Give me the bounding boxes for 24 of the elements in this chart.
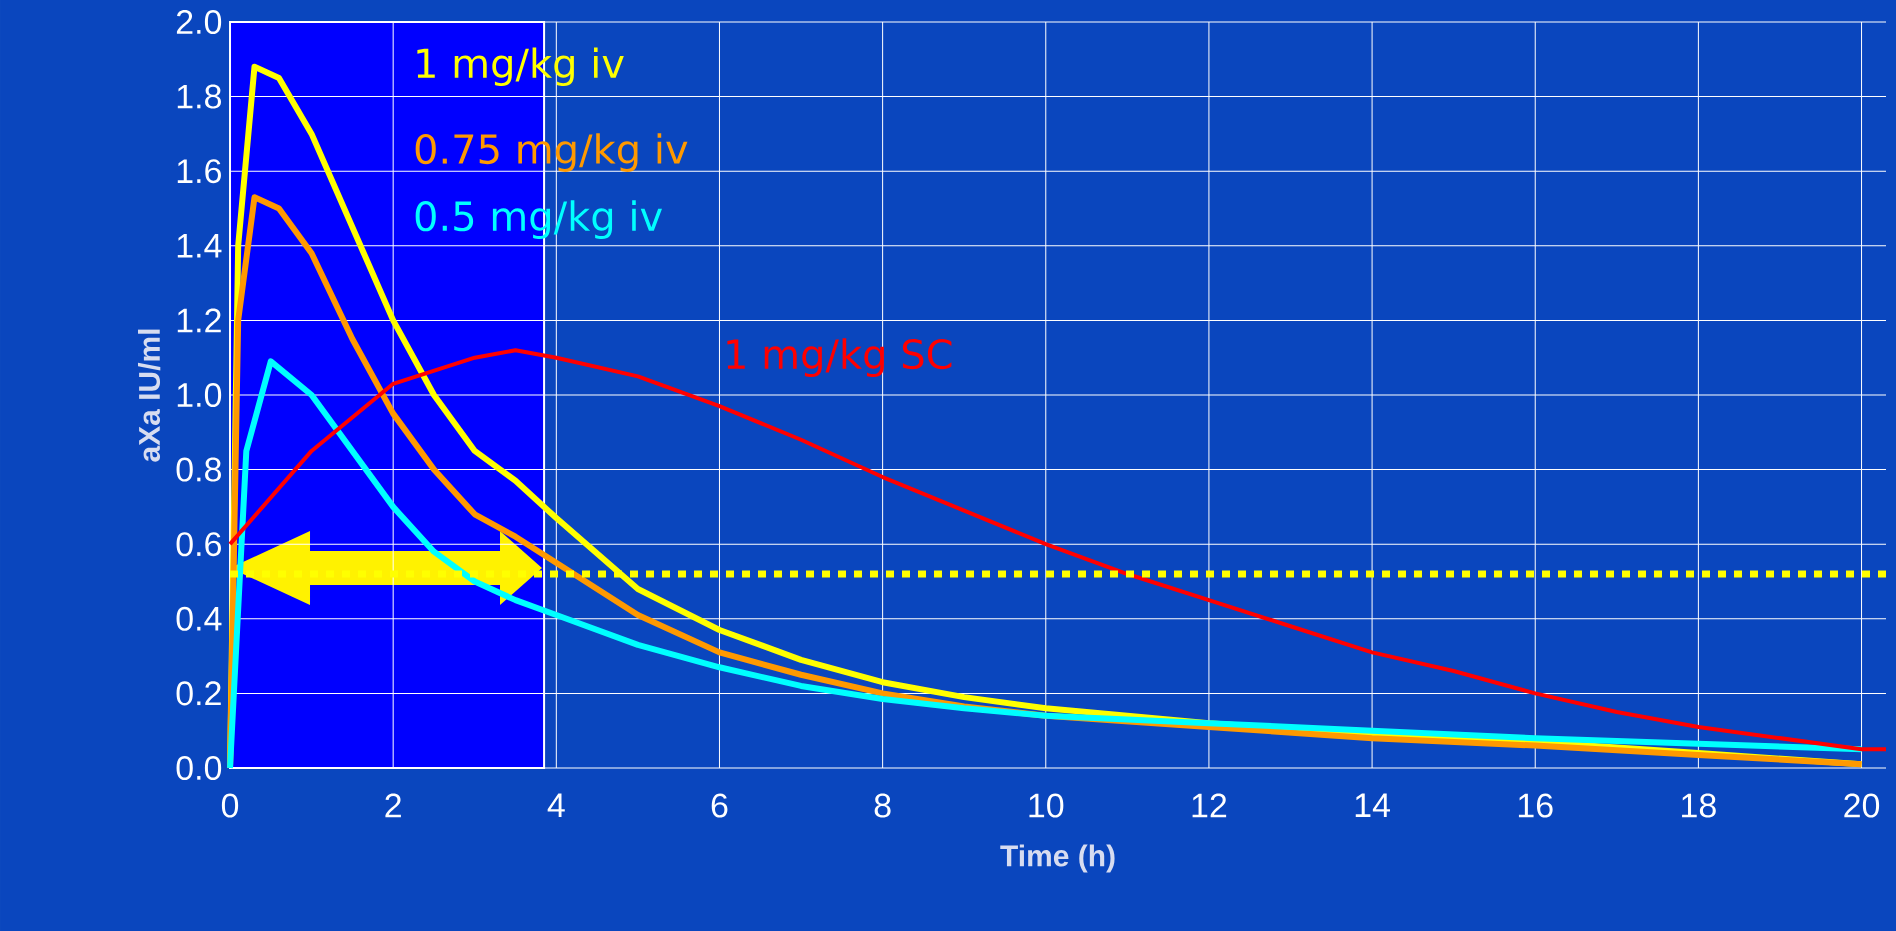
x-tick-label: 14 [1355,793,1390,817]
y-tick-label: 0.6 [176,532,221,557]
y-tick-label: 2.0 [176,9,222,35]
y-tick-label: 0.0 [176,755,222,781]
y-tick-label: 1.8 [177,84,222,109]
y-tick-label: 1.4 [177,234,222,258]
x-tick-label: 4 [547,793,565,817]
y-tick-label: 1.2 [177,308,221,333]
x-tick-label: 18 [1682,793,1716,818]
x-tick-label: 6 [711,793,728,818]
x-tick-label: 20 [1844,793,1880,818]
x-axis-title: Time (h) [1000,844,1115,873]
y-tick-label: 0.2 [176,681,221,706]
x-tick-label: 10 [1029,793,1064,818]
y-tick-label: 0.8 [176,457,222,482]
x-tick-label: 2 [385,793,401,818]
y-tick-label: 1.0 [177,382,222,408]
x-tick-label: 8 [874,793,891,818]
y-tick-label: 1.6 [177,159,221,184]
x-tick-label: 12 [1192,793,1227,818]
y-tick-label: 0.4 [176,606,222,631]
x-tick-label: 16 [1518,793,1553,818]
y-axis-title: aXa IU/ml [138,329,161,462]
x-tick-label: 0 [221,793,239,818]
